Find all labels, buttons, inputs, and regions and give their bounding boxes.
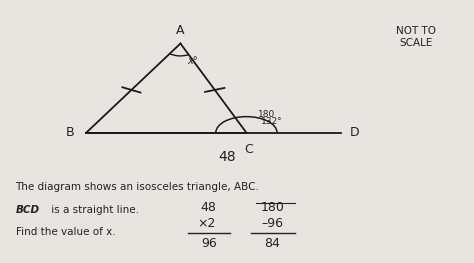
Text: 180: 180 xyxy=(258,110,275,119)
Text: A: A xyxy=(176,24,185,37)
Text: –96: –96 xyxy=(261,217,283,230)
Text: C: C xyxy=(245,143,253,156)
Text: Find the value of x.: Find the value of x. xyxy=(16,227,115,237)
Text: ×2: ×2 xyxy=(197,217,216,230)
Text: 132°: 132° xyxy=(261,117,282,126)
Text: D: D xyxy=(350,126,360,139)
Text: x°: x° xyxy=(187,56,198,66)
Text: is a straight line.: is a straight line. xyxy=(47,205,138,215)
Text: 48: 48 xyxy=(201,201,217,214)
Text: BCD: BCD xyxy=(16,205,40,215)
Text: 96: 96 xyxy=(201,236,217,250)
Text: B: B xyxy=(66,126,74,139)
Text: NOT TO
SCALE: NOT TO SCALE xyxy=(396,26,436,48)
Text: 48: 48 xyxy=(219,150,237,164)
Text: 180: 180 xyxy=(260,201,284,214)
Text: The diagram shows an isosceles triangle, ABC.: The diagram shows an isosceles triangle,… xyxy=(16,182,259,192)
Text: 84: 84 xyxy=(264,236,280,250)
